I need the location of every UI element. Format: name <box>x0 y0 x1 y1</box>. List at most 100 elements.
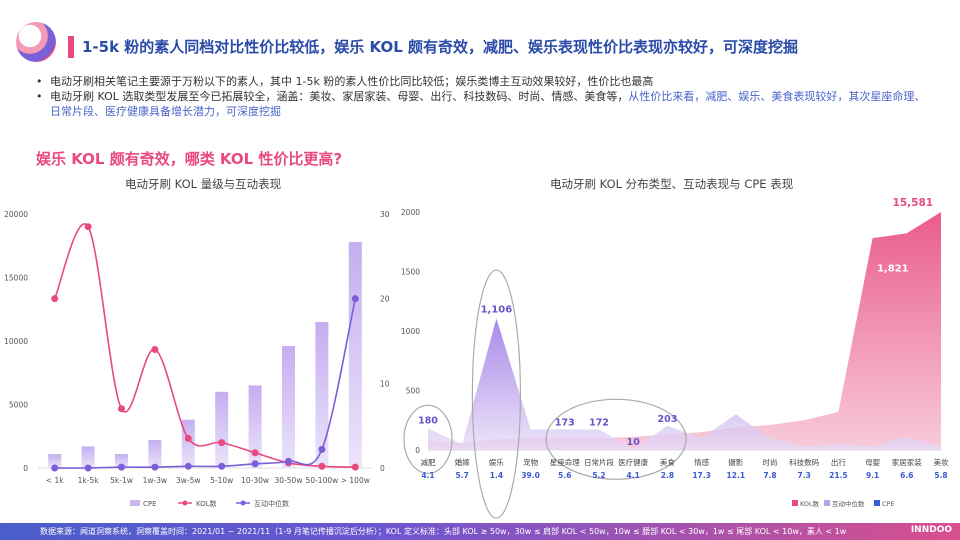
section-title: 娱乐 KOL 颇有奇效，哪类 KOL 性价比更高? <box>36 150 343 168</box>
cpe-value-label: 2.8 <box>661 471 674 480</box>
cpe-value-label: 12.1 <box>727 471 746 480</box>
right-y-tick: 30 <box>380 210 390 219</box>
annotation-173: 173 <box>555 417 575 428</box>
footer-brand: INNDOO <box>910 525 952 535</box>
legend-interaction-swatch <box>824 500 830 506</box>
right-chart: 0 500 1000 1500 2000 减肥 婚嫁 娱乐 宠物 星座命理 日常片段 医疗健康 美食 情感… <box>401 197 949 519</box>
kol-count-area <box>428 212 941 450</box>
annotation-172: 172 <box>589 418 609 429</box>
legend-kol-label: KOL数 <box>800 499 820 508</box>
kol-line <box>53 223 356 468</box>
bullet-1-text: 电动牙刷相关笔记主要源于万粉以下的素人，其中 1-5k 粉的素人性价比同比较低；… <box>50 75 654 88</box>
title-accent-bar <box>68 36 74 58</box>
interaction-point <box>218 462 226 470</box>
interaction-point <box>285 457 292 465</box>
cpe-bar <box>215 391 229 468</box>
category-label: 科技数码 <box>789 457 819 467</box>
cpe-bar <box>315 321 329 468</box>
category-label: 宠物 <box>523 457 539 467</box>
x-tick-label: 3w-5w <box>176 476 201 485</box>
category-label: 星座命理 <box>550 457 580 467</box>
annotation-15581: 15,581 <box>893 197 934 209</box>
left-y-tick: 5000 <box>9 401 28 410</box>
x-tick-label: 1w-3w <box>143 476 168 485</box>
bullet-2: 电动牙刷 KOL 选取类型发展至今已拓展较全，涵盖：美妆、家居家装、母婴、出行、… <box>36 89 936 119</box>
legend-kol-swatch <box>792 500 798 506</box>
page-title: 1-5k 粉的素人同档对比性价比较低，娱乐 KOL 颇有奇效，减肥、娱乐表现性价… <box>82 38 799 56</box>
legend-cpe-swatch <box>130 500 140 506</box>
kol-point <box>118 405 125 413</box>
kol-point <box>51 295 59 303</box>
interaction-point <box>251 460 259 468</box>
left-y-tick: 20000 <box>4 210 28 219</box>
cpe-value-label: 4.1 <box>421 471 434 480</box>
right-chart-y-tick: 0 <box>415 446 420 455</box>
interaction-point <box>351 295 359 303</box>
legend-interaction-label: 互动中位数 <box>254 499 289 508</box>
cpe-bar <box>248 385 262 468</box>
legend-interaction-dot <box>240 500 246 506</box>
right-chart-y-tick: 500 <box>406 387 421 396</box>
left-y-tick: 10000 <box>4 337 28 346</box>
interaction-line <box>54 298 357 469</box>
bullet-2-text: 电动牙刷 KOL 选取类型发展至今已拓展较全，涵盖：美妆、家居家装、母婴、出行、… <box>50 90 629 103</box>
highlight-ellipse-yule <box>471 269 522 519</box>
cpe-bar <box>81 446 95 468</box>
cpe-value-label: 5.6 <box>558 471 571 480</box>
category-label: 时尚 <box>763 457 778 467</box>
kol-point <box>251 449 259 457</box>
kol-point <box>84 223 92 231</box>
footer-source: 数据来源：闻道洞察系统，洞察覆盖时间：2021/01 ~ 2021/11（1-9… <box>40 527 847 536</box>
cpe-value-label: 17.3 <box>692 471 711 480</box>
annotation-180: 180 <box>418 416 438 427</box>
brand-logo <box>16 22 56 62</box>
left-chart: 0 5000 10000 15000 20000 0 10 20 30 < 1k 1k-5k 5k-1… <box>4 210 390 508</box>
cpe-value-label: 5.8 <box>934 471 947 480</box>
legend-interaction-label: 互动中位数 <box>832 499 865 508</box>
cpe-value-label: 9.1 <box>866 471 879 480</box>
legend-cpe-label: CPE <box>143 500 157 508</box>
cpe-value-label: 7.8 <box>763 471 776 480</box>
right-chart-y-tick: 2000 <box>401 208 420 217</box>
left-y-tick: 15000 <box>4 274 28 283</box>
x-tick-label: 5-10w <box>210 476 233 485</box>
legend-kol-label: KOL数 <box>196 499 217 508</box>
x-tick-label: 50-100w <box>306 476 339 485</box>
category-label: 母婴 <box>865 458 881 467</box>
interaction-point <box>51 464 59 472</box>
x-tick-label: 10-30w <box>241 476 269 485</box>
legend-cpe-swatch <box>874 500 880 506</box>
cpe-value-label: 5.7 <box>456 471 469 480</box>
category-label: 家居家装 <box>892 457 922 467</box>
left-y-tick: 0 <box>23 464 28 473</box>
right-y-tick: 0 <box>380 464 385 473</box>
category-label: 摄影 <box>728 457 743 467</box>
cpe-value-label: 7.3 <box>798 471 811 480</box>
x-tick-label: < 1k <box>46 476 64 485</box>
cpe-value-label: 4.1 <box>627 471 640 480</box>
highlight-ellipse-jianfei <box>403 404 453 474</box>
legend-kol-dot <box>182 500 188 506</box>
bullet-2-highlight: 从性价比来看，减肥、娱乐、美食表现较好，其次星座命理、日常片段、医疗健康具备增长… <box>50 90 926 118</box>
cpe-bar <box>282 346 295 468</box>
cpe-value-label: 39.0 <box>521 471 540 480</box>
x-tick-label: 30-50w <box>275 476 303 485</box>
kol-point <box>318 462 326 470</box>
annotation-1106: 1,106 <box>481 304 513 315</box>
right-y-tick: 20 <box>380 295 390 304</box>
category-label: 日常片段 <box>584 457 614 467</box>
category-label: 医疗健康 <box>618 457 648 467</box>
kol-point <box>351 463 359 471</box>
annotation-203: 203 <box>657 414 677 425</box>
right-chart-y-tick: 1500 <box>401 268 420 277</box>
cpe-value-label: 21.5 <box>829 471 848 480</box>
x-tick-label: > 100w <box>341 476 370 485</box>
annotation-1821: 1,821 <box>877 264 909 275</box>
category-label: 娱乐 <box>489 457 504 467</box>
category-label: 情感 <box>694 457 710 467</box>
interaction-point <box>84 464 92 472</box>
cpe-bar <box>115 454 128 468</box>
bullet-1: 电动牙刷相关笔记主要源于万粉以下的素人，其中 1-5k 粉的素人性价比同比较低；… <box>36 74 936 89</box>
kol-point <box>151 345 159 353</box>
cpe-bar <box>148 440 162 468</box>
